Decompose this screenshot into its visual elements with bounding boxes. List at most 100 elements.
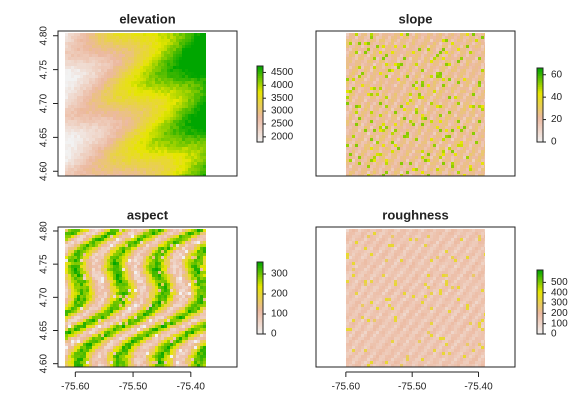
raster-cell (469, 138, 472, 141)
raster-cell (152, 90, 155, 93)
raster-cell (352, 165, 355, 168)
raster-cell (80, 304, 83, 307)
raster-cell (170, 132, 173, 135)
raster-cell (400, 51, 403, 54)
raster-cell (89, 147, 92, 150)
raster-cell (194, 54, 197, 57)
raster-cell (110, 126, 113, 129)
raster-cell (128, 105, 131, 108)
raster-cell (469, 39, 472, 42)
raster-cell (98, 156, 101, 159)
raster-cell (89, 105, 92, 108)
raster-cell (421, 45, 424, 48)
raster-cell (412, 153, 415, 156)
raster-cell (352, 78, 355, 81)
raster-cell (158, 108, 161, 111)
raster-cell (155, 90, 158, 93)
raster-cell (379, 165, 382, 168)
raster-cell (158, 105, 161, 108)
raster-cell (83, 171, 86, 174)
raster-cell (421, 96, 424, 99)
raster-cell (137, 132, 140, 135)
raster-cell (161, 63, 164, 66)
raster-cell (77, 304, 80, 307)
raster-cell (349, 96, 352, 99)
raster-cell (107, 168, 110, 171)
raster-cell (439, 33, 442, 36)
raster-cell (475, 123, 478, 126)
raster-cell (451, 129, 454, 132)
raster-cell (152, 54, 155, 57)
raster-cell (176, 120, 179, 123)
raster-cell (170, 39, 173, 42)
raster-cell (68, 340, 71, 343)
raster-cell (478, 81, 481, 84)
raster-cell (391, 123, 394, 126)
raster-cell (415, 174, 418, 176)
raster-cell (107, 111, 110, 114)
raster-cell (155, 66, 158, 69)
raster-cell (445, 111, 448, 114)
raster-cell (80, 253, 83, 256)
raster-cell (409, 162, 412, 165)
raster-cell (403, 171, 406, 174)
raster-cell (427, 159, 430, 162)
raster-cell (433, 78, 436, 81)
raster-cell (122, 42, 125, 45)
raster-cell (484, 66, 485, 69)
raster-cell (412, 48, 415, 51)
raster-cell (451, 78, 454, 81)
raster-cell (203, 36, 206, 39)
raster-cell (83, 271, 86, 274)
raster-cell (481, 69, 484, 72)
raster-cell (80, 274, 83, 277)
raster-cell (71, 328, 74, 331)
raster-cell (128, 87, 131, 90)
raster-cell (200, 63, 203, 66)
raster-cell (182, 105, 185, 108)
raster-cell (158, 174, 161, 176)
raster-cell (167, 45, 170, 48)
raster-cell (391, 150, 394, 153)
raster-cell (382, 147, 385, 150)
raster-cell (481, 42, 484, 45)
raster-cell (89, 84, 92, 87)
raster-cell (454, 81, 457, 84)
raster-cell (200, 42, 203, 45)
raster-cell (370, 114, 373, 117)
raster-cell (80, 78, 83, 81)
raster-cell (71, 349, 74, 352)
raster-cell (170, 51, 173, 54)
raster-cell (469, 87, 472, 90)
raster-cell (179, 81, 182, 84)
raster-cell (83, 63, 86, 66)
raster-cell (436, 45, 439, 48)
raster-cell (86, 331, 89, 334)
raster-cell (80, 174, 83, 176)
raster-cell (373, 51, 376, 54)
raster-cell (164, 129, 167, 132)
raster-cell (113, 105, 116, 108)
raster-cell (143, 96, 146, 99)
raster-cell (98, 81, 101, 84)
raster-cell (433, 60, 436, 63)
raster-cell (125, 141, 128, 144)
raster-cell (448, 126, 451, 129)
raster-cell (367, 168, 370, 171)
raster-cell (373, 129, 376, 132)
raster-cell (394, 105, 397, 108)
legend-swatch (537, 80, 543, 84)
raster-cell (352, 117, 355, 120)
legend-swatch (257, 90, 263, 94)
raster-cell (188, 96, 191, 99)
raster-cell (158, 75, 161, 78)
raster-cell (83, 331, 86, 334)
raster-cell (101, 159, 104, 162)
raster-cell (197, 81, 200, 84)
raster-cell (179, 165, 182, 168)
raster-cell (140, 66, 143, 69)
raster-cell (128, 108, 131, 111)
raster-cell (367, 141, 370, 144)
legend-swatch (257, 128, 263, 132)
raster-cell (442, 108, 445, 111)
